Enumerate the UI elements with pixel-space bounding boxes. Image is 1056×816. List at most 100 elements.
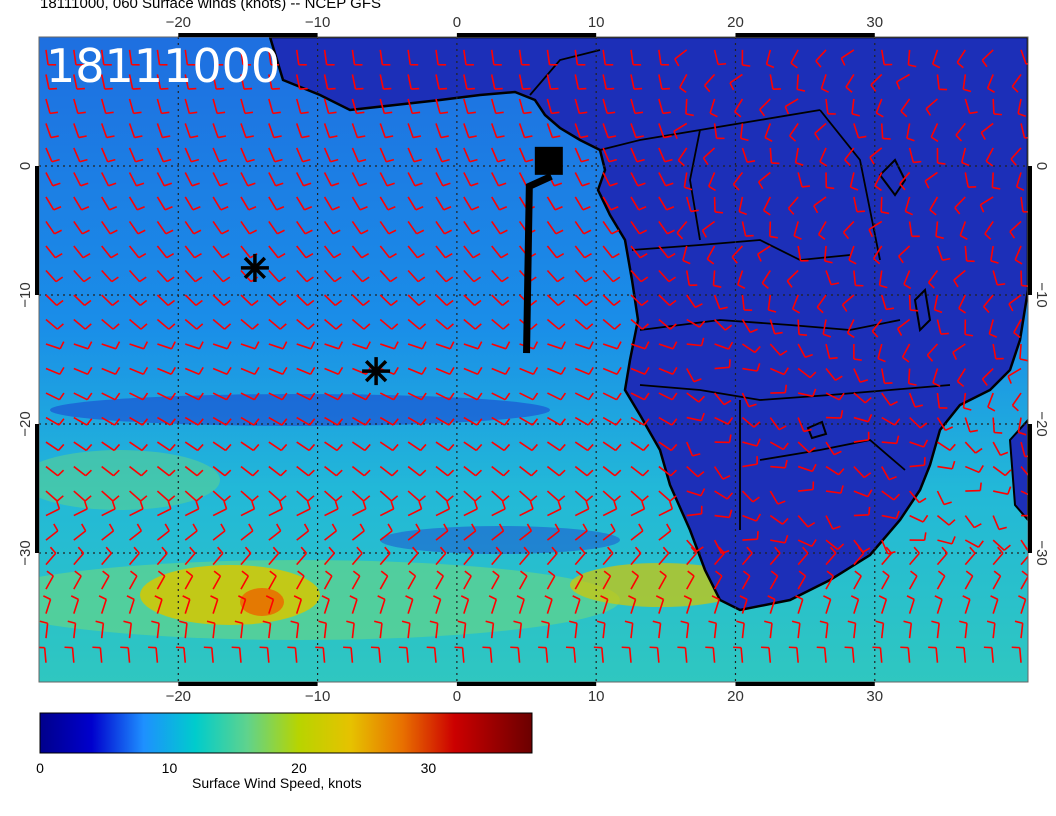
- frame-bar-top: [457, 33, 596, 37]
- lon-tick-label: 20: [727, 688, 744, 705]
- wind-barb-feather: [329, 112, 337, 113]
- colorbar-tick-label: 0: [36, 760, 44, 776]
- wind-barb-shaft: [993, 418, 994, 433]
- wind-barb-shaft: [742, 539, 757, 540]
- wind-barb-feather: [412, 112, 420, 113]
- wind-barb-feather: [715, 212, 723, 213]
- frame-bar-bottom: [735, 682, 874, 686]
- asterisk-marker: [362, 357, 390, 385]
- wind-barb-feather: [785, 385, 786, 393]
- map-area: [0, 37, 1039, 682]
- lat-tick-label: −20: [1033, 411, 1050, 436]
- lon-tick-label: −20: [166, 688, 191, 705]
- wind-barb-shaft: [965, 491, 980, 492]
- wind-barb-feather: [910, 310, 918, 311]
- wind-barb-feather: [799, 334, 807, 335]
- lon-tick-label: 30: [866, 14, 883, 31]
- lat-tick-label: −30: [1033, 540, 1050, 565]
- wind-barb-feather: [523, 89, 531, 90]
- wind-barb-feather: [161, 112, 169, 113]
- wind-barb-feather: [663, 112, 671, 113]
- wind-barb-feather: [439, 89, 447, 90]
- wind-barb-feather: [606, 89, 614, 90]
- wind-barb-feather: [273, 112, 281, 113]
- colorbar-tick-label: 30: [421, 760, 437, 776]
- lon-tick-labels-top: −20 −10 0 10 20 30: [166, 14, 884, 31]
- wind-barb-feather: [802, 186, 810, 187]
- wind-barb-shaft: [909, 369, 910, 384]
- low-wind-band-2: [380, 526, 620, 554]
- wind-barb-feather: [356, 112, 364, 113]
- wind-barb-feather: [355, 89, 363, 90]
- flag-marker: [535, 147, 563, 175]
- frame-bar-right: [1028, 166, 1032, 295]
- wind-barb-feather: [50, 112, 58, 113]
- wind-barb-feather: [771, 163, 779, 164]
- wind-barb-shaft: [882, 123, 883, 138]
- wind-core-orange: [240, 588, 284, 616]
- lon-tick-labels-bottom: −20 −10 0 10 20 30: [166, 688, 884, 705]
- wind-barb-feather: [134, 112, 142, 113]
- wind-barb-feather: [883, 138, 891, 139]
- wind-barb-feather: [635, 112, 643, 113]
- frame-bar-left: [35, 424, 39, 553]
- wind-barb-feather: [245, 112, 253, 113]
- lat-tick-label: 0: [17, 162, 34, 170]
- asterisk-marker: [241, 254, 269, 282]
- wind-barb-feather: [691, 210, 699, 211]
- wind-barb-feather: [328, 89, 336, 90]
- lat-tick-label: 0: [1033, 162, 1050, 170]
- wind-barb-feather: [301, 112, 309, 113]
- wind-barb-feather: [869, 507, 870, 515]
- frame-bar-top: [178, 33, 317, 37]
- frame-bar-bottom: [178, 682, 317, 686]
- frame-bar-right: [1028, 424, 1032, 553]
- wind-barb-feather: [467, 89, 475, 90]
- wind-barb-feather: [1035, 491, 1039, 498]
- wind-barb-feather: [550, 89, 558, 90]
- lon-tick-label: −10: [305, 14, 330, 31]
- lat-tick-label: −30: [17, 540, 34, 565]
- lat-tick-labels-left: 0−10−20−30: [17, 162, 34, 566]
- frame-bar-left: [35, 166, 39, 295]
- colorbar-tick-label: 20: [291, 760, 307, 776]
- wind-core-yellow: [140, 565, 320, 625]
- wind-barb-shaft: [686, 99, 687, 114]
- wind-barb-shaft: [798, 320, 799, 335]
- colorbar-label: Surface Wind Speed, knots: [192, 775, 362, 791]
- wind-barb-shaft: [826, 418, 841, 419]
- wind-barb-feather: [994, 114, 1002, 115]
- lat-tick-labels-right: 0−10−20−30: [1033, 162, 1050, 566]
- lon-tick-label: 10: [588, 688, 605, 705]
- wind-barb-feather: [440, 112, 448, 113]
- frame-bar-top: [735, 33, 874, 37]
- colorbar-tick-label: 10: [162, 760, 178, 776]
- wind-barb-feather: [551, 112, 559, 113]
- wind-band-north-west: [20, 450, 220, 510]
- lon-tick-label: 0: [453, 688, 461, 705]
- wind-barb-shaft: [854, 515, 869, 516]
- lon-tick-label: 0: [453, 14, 461, 31]
- wind-barb-feather: [1036, 508, 1037, 516]
- wind-barb-feather: [938, 163, 946, 164]
- wind-barb-feather: [980, 483, 981, 491]
- wind-barb-feather: [579, 112, 587, 113]
- wind-barb-feather: [662, 89, 670, 90]
- lon-tick-label: 30: [866, 688, 883, 705]
- colorbar-ticks: 0 10 20 30: [36, 760, 436, 776]
- wind-barb-feather: [78, 112, 86, 113]
- wind-barb-shaft: [770, 148, 771, 163]
- lon-tick-label: −10: [305, 688, 330, 705]
- wind-barb-feather: [718, 64, 726, 65]
- wind-barb-feather: [941, 333, 949, 334]
- wind-barb-shaft: [992, 172, 993, 187]
- wind-barb-feather: [468, 112, 476, 113]
- wind-barb-feather: [830, 358, 838, 359]
- lon-tick-label: 10: [588, 14, 605, 31]
- wind-barb-feather: [496, 112, 504, 113]
- wind-barb-feather: [826, 187, 834, 188]
- wind-barb-feather: [607, 112, 615, 113]
- wind-barb-feather: [997, 284, 1005, 285]
- wind-barb-feather: [217, 112, 225, 113]
